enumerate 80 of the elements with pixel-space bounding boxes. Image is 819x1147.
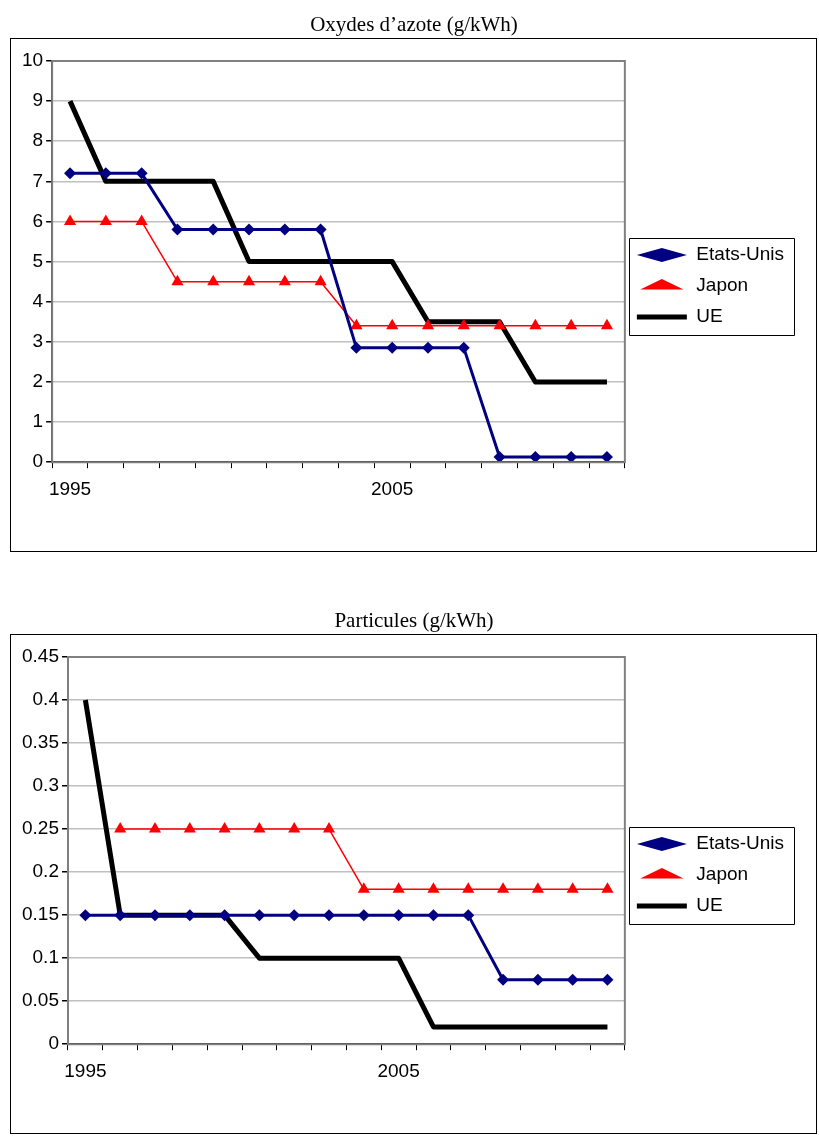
point	[427, 909, 440, 922]
y-tick-label: 0.05	[22, 989, 59, 1011]
point	[322, 822, 336, 833]
point	[496, 882, 510, 893]
y-tick-label: 0.4	[32, 688, 60, 710]
point	[386, 341, 399, 354]
point	[288, 909, 301, 922]
y-tick-label: 8	[32, 129, 44, 151]
y-tick-label: 6	[32, 209, 44, 231]
point	[601, 882, 614, 893]
legend-label: Etats-Unis	[696, 832, 785, 854]
point	[457, 318, 470, 330]
y-tick-label: 9	[32, 89, 44, 111]
legend-label: Etats-Unis	[696, 243, 785, 265]
y-tick-label: 10	[21, 49, 44, 71]
point	[99, 214, 112, 225]
y-tick-label: 0.15	[22, 903, 59, 925]
point	[565, 318, 578, 330]
point	[493, 318, 506, 330]
y-tick-label: 0	[32, 450, 44, 472]
y-tick-label: 0	[48, 1032, 59, 1054]
point	[218, 822, 231, 833]
point	[457, 341, 470, 354]
point	[601, 973, 614, 986]
point	[566, 882, 579, 893]
point	[135, 214, 148, 225]
chart-title: Oxydes d’azote (g/kWh)	[309, 11, 519, 38]
point	[427, 882, 440, 893]
y-tick-label: 0.45	[22, 645, 59, 667]
point	[114, 822, 127, 833]
point	[218, 909, 231, 922]
point	[79, 909, 92, 922]
y-tick-label: 4	[32, 289, 44, 311]
x-tick-label: 2005	[377, 1059, 420, 1081]
y-tick-label: 0.1	[32, 946, 59, 968]
y-tick-label: 2	[32, 370, 44, 392]
legend-label: Japon	[696, 274, 749, 296]
y-tick-label: 7	[32, 169, 44, 191]
point	[386, 318, 399, 330]
point	[350, 341, 363, 354]
x-tick-label: 1995	[64, 1059, 107, 1081]
point	[278, 274, 291, 286]
point	[148, 822, 162, 833]
point	[421, 318, 435, 330]
point	[242, 274, 256, 286]
y-tick-label: 0.2	[32, 860, 59, 882]
legend-label: UE	[696, 894, 723, 916]
legend-label: Japon	[696, 863, 749, 885]
point	[288, 822, 301, 833]
y-tick-label: 3	[32, 330, 44, 352]
point	[350, 318, 363, 330]
point	[462, 882, 475, 893]
point	[253, 909, 266, 922]
chart-title: Particules (g/kWh)	[333, 607, 495, 634]
point	[183, 822, 196, 833]
point	[253, 822, 266, 833]
point	[63, 214, 77, 225]
point	[529, 450, 542, 463]
point	[357, 882, 370, 893]
point	[529, 318, 542, 330]
point	[135, 167, 148, 180]
y-tick-label: 5	[32, 249, 44, 271]
x-tick-label: 1995	[48, 477, 92, 499]
point	[314, 274, 327, 286]
y-tick-label: 0.35	[22, 731, 59, 753]
point	[600, 318, 614, 330]
point	[171, 274, 184, 286]
y-tick-label: 1	[32, 410, 44, 432]
point	[531, 882, 544, 893]
point	[207, 274, 220, 286]
legend-label: UE	[696, 305, 723, 327]
point	[566, 973, 579, 986]
point	[392, 909, 405, 922]
point	[493, 450, 506, 463]
point	[357, 909, 370, 922]
y-tick-label: 0.3	[32, 774, 59, 796]
point	[392, 882, 405, 893]
point	[462, 909, 475, 922]
x-tick-label: 2005	[371, 477, 414, 499]
y-tick-label: 0.25	[22, 817, 59, 839]
